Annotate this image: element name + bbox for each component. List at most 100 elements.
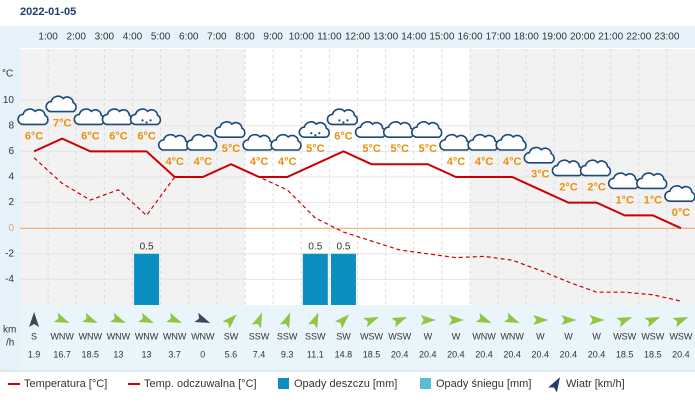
cloud [214, 121, 246, 138]
wind-direction: WSW [641, 331, 664, 341]
cloud [298, 121, 330, 138]
wind-direction: SSW [305, 331, 326, 341]
hour-label: 9:00 [263, 32, 283, 43]
temperature-label: 5°C [222, 143, 241, 155]
wind-arrow [81, 312, 98, 324]
wind-arrow [194, 312, 211, 324]
hour-label: 12:00 [345, 32, 370, 43]
cloud [129, 108, 162, 126]
wind-speed: 5.6 [225, 349, 238, 359]
weather-icon [636, 172, 668, 190]
wind-arrow [589, 315, 605, 325]
weather-icon [270, 133, 302, 151]
legend-label: Temperatura [°C] [24, 378, 107, 390]
temperature-label: 4°C [165, 156, 184, 168]
wind-direction: WNW [472, 331, 496, 341]
hour-label: 10:00 [289, 32, 314, 43]
hour-label: 1:00 [38, 32, 58, 43]
legend-label: Opady śniegu [mm] [436, 378, 531, 390]
temperature-label: 5°C [362, 143, 381, 155]
hour-label: 20:00 [570, 32, 595, 43]
wind-arrow [251, 312, 263, 329]
wind-direction: WSW [388, 331, 411, 341]
hour-band [20, 26, 695, 48]
wind-speed: 20.4 [447, 349, 465, 359]
wind-arrow [279, 312, 291, 329]
wind-arrow [644, 316, 661, 328]
wind-direction: WNW [50, 331, 74, 341]
wind-band [20, 305, 695, 371]
wind-speed: 20.4 [560, 349, 578, 359]
weather-icon [664, 185, 695, 202]
rain-drop [145, 121, 148, 124]
temperature-label: 3°C [531, 169, 550, 181]
temperature-label: 6°C [334, 130, 353, 142]
legend-swatch [548, 377, 560, 393]
wind-arrow [561, 315, 577, 325]
temperature-label: 6°C [137, 130, 156, 142]
y-tick-label: 6 [8, 146, 14, 157]
hour-label: 8:00 [235, 32, 255, 43]
wind-speed: 13 [142, 349, 152, 359]
y-tick-label: -4 [5, 274, 14, 285]
hour-label: 4:00 [123, 32, 143, 43]
cloud [636, 172, 668, 190]
wind-direction: SSW [249, 331, 270, 341]
wind-direction: S [31, 331, 37, 341]
temperature-label: 4°C [475, 156, 494, 168]
hour-label: 11:00 [317, 32, 342, 43]
wind-speed: 9.3 [281, 349, 294, 359]
y-tick-label: 2 [8, 197, 14, 208]
wind-direction: WSW [360, 331, 383, 341]
rain-drop [346, 119, 349, 122]
temperature-label: 4°C [503, 156, 522, 168]
temperature-label: 1°C [644, 194, 663, 206]
temperature-label: 6°C [81, 130, 100, 142]
wind-speed: 14.8 [335, 349, 353, 359]
precip-bar [134, 253, 160, 305]
hour-label: 16:00 [457, 32, 482, 43]
temperature-label: 7°C [53, 118, 72, 130]
hour-label: 2:00 [67, 32, 87, 43]
rain-drop [141, 119, 144, 122]
wind-speed: 18.5 [363, 349, 381, 359]
weather-icon [129, 108, 162, 126]
weather-icon [411, 121, 443, 138]
precip-label: 0.5 [336, 241, 350, 252]
wind-unit: km [3, 325, 16, 336]
left-band [0, 26, 20, 371]
hour-label: 3:00 [95, 32, 115, 43]
wind-direction: WNW [135, 331, 159, 341]
wind-direction: WSW [669, 331, 692, 341]
hour-label: 15:00 [429, 32, 454, 43]
wind-direction: W [592, 331, 601, 341]
legend-label: Opady deszczu [mm] [294, 378, 397, 390]
legend-swatch [278, 378, 289, 389]
hour-label: 6:00 [179, 32, 199, 43]
rain-drop [149, 119, 152, 122]
wind-arrow [110, 312, 126, 324]
wind-arrow [138, 312, 154, 324]
wind-direction: WNW [79, 331, 103, 341]
wind-speed: 20.4 [503, 349, 521, 359]
wind-direction: W [424, 331, 433, 341]
wind-speed: 20.4 [475, 349, 493, 359]
wind-speed: 7.4 [253, 349, 266, 359]
wind-direction: W [536, 331, 545, 341]
rain-drop [310, 132, 313, 135]
temperature-label: 2°C [587, 182, 606, 194]
wind-arrow [420, 315, 436, 325]
wind-arrow [363, 316, 379, 328]
rain-drop [318, 132, 321, 135]
wind-arrow [672, 316, 689, 328]
wind-arrow [222, 314, 237, 329]
cloud [270, 133, 302, 151]
precip-bar [330, 253, 356, 305]
wind-arrow [334, 314, 350, 329]
wind-arrow [616, 316, 633, 328]
wind-speed: 20.4 [672, 349, 690, 359]
wind-direction: WNW [500, 331, 524, 341]
wind-speed: 13 [113, 349, 123, 359]
wind-speed: 18.5 [616, 349, 634, 359]
feels-like-line [33, 157, 682, 302]
